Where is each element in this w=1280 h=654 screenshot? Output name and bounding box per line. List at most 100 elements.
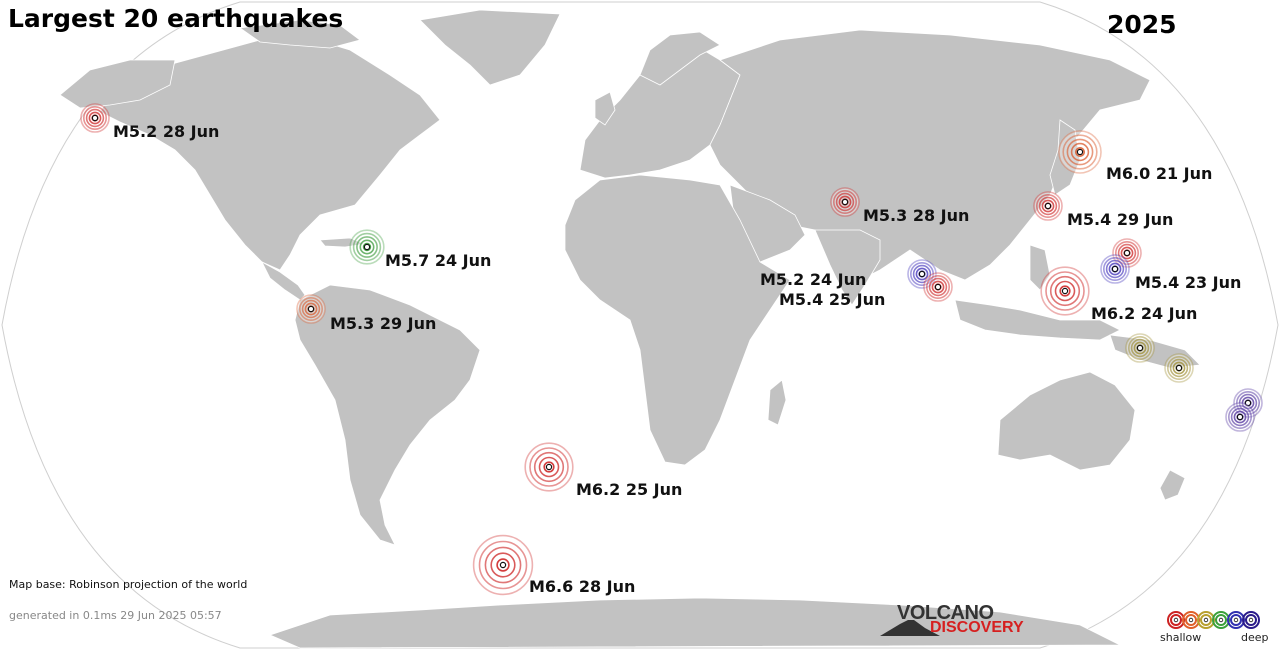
quake-ring xyxy=(1062,134,1098,170)
quake-epicenter[interactable] xyxy=(918,270,926,278)
legend-deep-label: deep xyxy=(1241,631,1269,644)
quake-epicenter[interactable] xyxy=(1076,148,1084,156)
volcano-icon xyxy=(880,620,940,636)
legend-depth-ring xyxy=(1245,614,1257,626)
quake-markers xyxy=(80,103,1263,596)
quake-ring xyxy=(484,546,522,584)
map-credit: Map base: Robinson projection of the wor… xyxy=(9,578,248,591)
quake-ring xyxy=(835,192,855,212)
quake-ring xyxy=(1115,241,1140,266)
legend-depth-dot xyxy=(1188,617,1194,623)
quake-ring xyxy=(1038,196,1058,216)
quake-epicenter[interactable] xyxy=(1236,413,1244,421)
quake-ring xyxy=(1172,361,1186,375)
quake-ring xyxy=(1070,142,1090,162)
logo-text-volcano: VOLCANO xyxy=(897,602,994,624)
quake-epicenter[interactable] xyxy=(499,561,507,569)
quake-label[interactable]: M5.2 28 Jun xyxy=(113,122,220,141)
legend-depth-dot xyxy=(1218,617,1224,623)
quake-ring xyxy=(928,277,948,297)
quake-epicenter[interactable] xyxy=(934,283,942,291)
quake-ring xyxy=(88,111,102,125)
quake-ring xyxy=(298,296,323,321)
quake-ring xyxy=(912,264,932,284)
quake-ring xyxy=(538,456,560,478)
landmasses xyxy=(59,9,1201,649)
legend-depth-dot xyxy=(1203,617,1209,623)
quake-ring xyxy=(301,299,321,319)
quake-label[interactable]: M6.6 28 Jun xyxy=(529,577,636,596)
quake-ring xyxy=(352,232,382,262)
quake-ring xyxy=(478,540,528,590)
legend-depth-dot xyxy=(1173,617,1179,623)
australia-land xyxy=(997,371,1136,471)
quake-label[interactable]: M5.4 29 Jun xyxy=(1067,210,1174,229)
madagascar-land xyxy=(767,379,787,426)
scandinavia-land xyxy=(639,31,721,86)
legend-depth-ring xyxy=(1185,614,1197,626)
quake-ring xyxy=(1130,338,1150,358)
quake-ring xyxy=(362,242,372,252)
quake-epicenter[interactable] xyxy=(545,463,553,471)
legend-depth-ring xyxy=(1170,614,1182,626)
quake-label[interactable]: M5.4 25 Jun xyxy=(779,290,886,309)
quake-ring xyxy=(915,267,929,281)
quake-ring xyxy=(533,451,565,483)
quake-label[interactable]: M6.2 25 Jun xyxy=(576,480,683,499)
quake-label[interactable]: M5.3 29 Jun xyxy=(330,314,437,333)
quake-ring xyxy=(1133,341,1147,355)
quake-label[interactable]: M5.3 28 Jun xyxy=(863,206,970,225)
map-year: 2025 xyxy=(1107,10,1177,39)
quake-label[interactable]: M5.7 24 Jun xyxy=(385,251,492,270)
quake-epicenter[interactable] xyxy=(1136,344,1144,352)
quake-label[interactable]: M6.2 24 Jun xyxy=(1091,304,1198,323)
quake-ring xyxy=(1049,275,1081,307)
quake-ring xyxy=(1230,407,1250,427)
asia-land xyxy=(709,29,1151,281)
quake-ring xyxy=(1108,262,1122,276)
uk-land xyxy=(594,91,616,126)
volcanodiscovery-logo[interactable]: VOLCANO DISCOVERY xyxy=(880,602,1040,640)
quake-label[interactable]: M6.0 21 Jun xyxy=(1106,164,1213,183)
quake-ring xyxy=(1066,138,1094,166)
depth-legend: shallow deep xyxy=(1158,608,1269,648)
legend-depth-dot xyxy=(1248,617,1254,623)
quake-epicenter[interactable] xyxy=(1175,364,1183,372)
quake-ring xyxy=(1105,259,1125,279)
quake-epicenter[interactable] xyxy=(841,198,849,206)
alaska-land xyxy=(59,59,176,109)
quake-ring xyxy=(496,558,510,572)
quake-epicenter[interactable] xyxy=(91,114,99,122)
legend-depth-ring xyxy=(1230,614,1242,626)
quake-epicenter[interactable] xyxy=(1061,287,1069,295)
legend-shallow-label: shallow xyxy=(1160,631,1202,644)
quake-label[interactable]: M5.2 24 Jun xyxy=(760,270,867,289)
quake-epicenter[interactable] xyxy=(1044,202,1052,210)
quake-ring xyxy=(1036,194,1061,219)
legend-rings xyxy=(1167,611,1260,629)
caribbean-land xyxy=(319,237,367,248)
quake-ring xyxy=(490,552,516,578)
arctic-islands-land xyxy=(238,19,361,49)
quake-ring xyxy=(1103,256,1128,281)
quake-ring xyxy=(1041,199,1055,213)
quake-ring xyxy=(1228,404,1253,429)
quake-epicenter[interactable] xyxy=(307,305,315,313)
quake-epicenter[interactable] xyxy=(363,243,371,251)
legend-depth-ring xyxy=(1200,614,1212,626)
quake-ring xyxy=(1045,271,1085,311)
quake-epicenter[interactable] xyxy=(1123,249,1131,257)
map-title: Largest 20 earthquakes xyxy=(8,4,344,33)
quake-epicenter[interactable] xyxy=(1244,399,1252,407)
quake-label[interactable]: M5.4 23 Jun xyxy=(1135,273,1242,292)
japan-land xyxy=(1049,119,1081,196)
quake-ring xyxy=(529,447,569,487)
new-zealand-land xyxy=(1159,469,1186,501)
quake-ring xyxy=(304,302,318,316)
quake-ring xyxy=(1059,285,1071,297)
quake-ring xyxy=(909,261,934,286)
quake-epicenter[interactable] xyxy=(1111,265,1119,273)
quake-ring xyxy=(1075,147,1086,158)
quake-ring xyxy=(1120,246,1134,260)
